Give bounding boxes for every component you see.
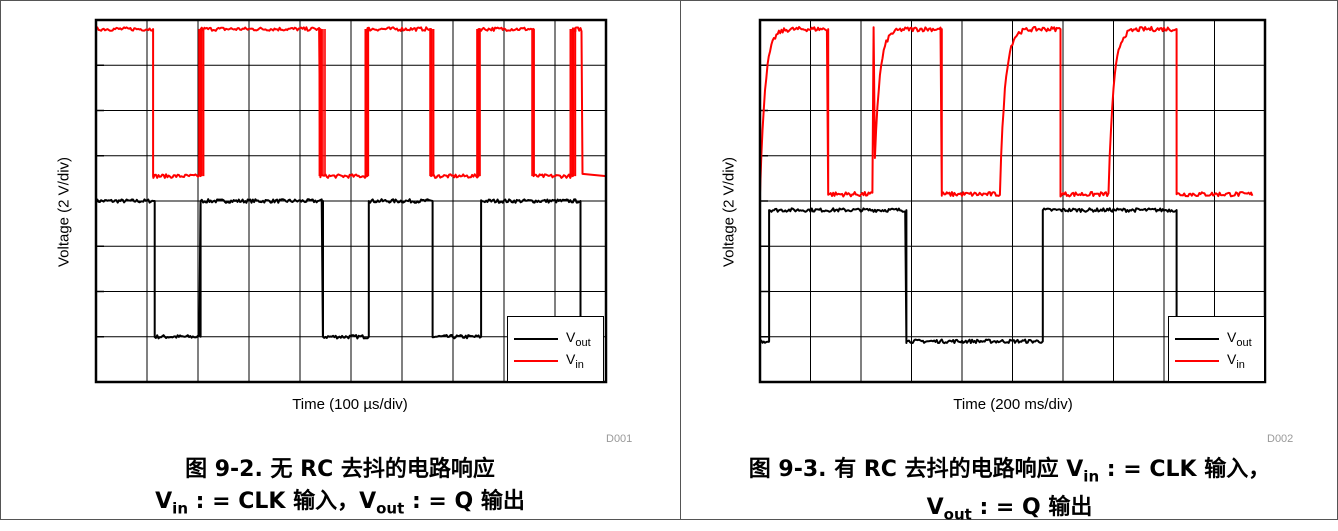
legend-swatch-vout [1175,338,1219,340]
chart-panel-right: Voltage (2 V/div) Time (200 ms/div) Vout… [681,0,1338,524]
legend-swatch-vin [514,360,558,362]
legend-label-vout: Vout [566,329,591,349]
chart-plot-left [94,18,608,384]
plot-frame [94,18,608,384]
legend-swatch-vin [1175,360,1219,362]
figure-caption-right: 图 9-3. 有 RC 去抖的电路响应 Vin : = CLK 输入， Vout… [681,454,1338,531]
legend-label-vin: Vin [1227,351,1245,371]
x-axis-label-right: Time (200 ms/div) [953,396,1073,413]
caption-line1-left: 图 9-2. 无 RC 去抖的电路响应 [185,457,495,482]
legend-label-vout: Vout [1227,329,1252,349]
legend-left: Vout Vin [507,316,604,382]
y-axis-label-left: Voltage (2 V/div) [55,156,73,268]
chart-panel-left: Voltage (2 V/div) Time (100 µs/div) Vout… [0,0,680,520]
caption-line1-right: 图 9-3. 有 RC 去抖的电路响应 Vin : = CLK 输入， [748,457,1271,486]
series-line-vout [95,198,582,340]
caption-line2-right: Vout : = Q 输出 [926,495,1093,524]
series-line-vin [759,25,1254,198]
legend-swatch-vout [514,338,558,340]
figure-code-right: D002 [1267,433,1294,445]
caption-line2-left: Vin : = CLK 输入，Vout : = Q 输出 [155,489,525,518]
panel-divider [680,0,681,520]
x-axis-label-left: Time (100 µs/div) [292,396,408,413]
y-axis-label-right: Voltage (2 V/div) [720,156,738,268]
legend-label-vin: Vin [566,351,584,371]
legend-right: Vout Vin [1168,316,1265,382]
figure-caption-left: 图 9-2. 无 RC 去抖的电路响应 Vin : = CLK 输入，Vout … [0,454,680,524]
figure-code-left: D001 [606,433,633,445]
plot-frame [758,18,1267,384]
series-line-vin [95,26,607,179]
series-line-vout [759,207,1178,345]
